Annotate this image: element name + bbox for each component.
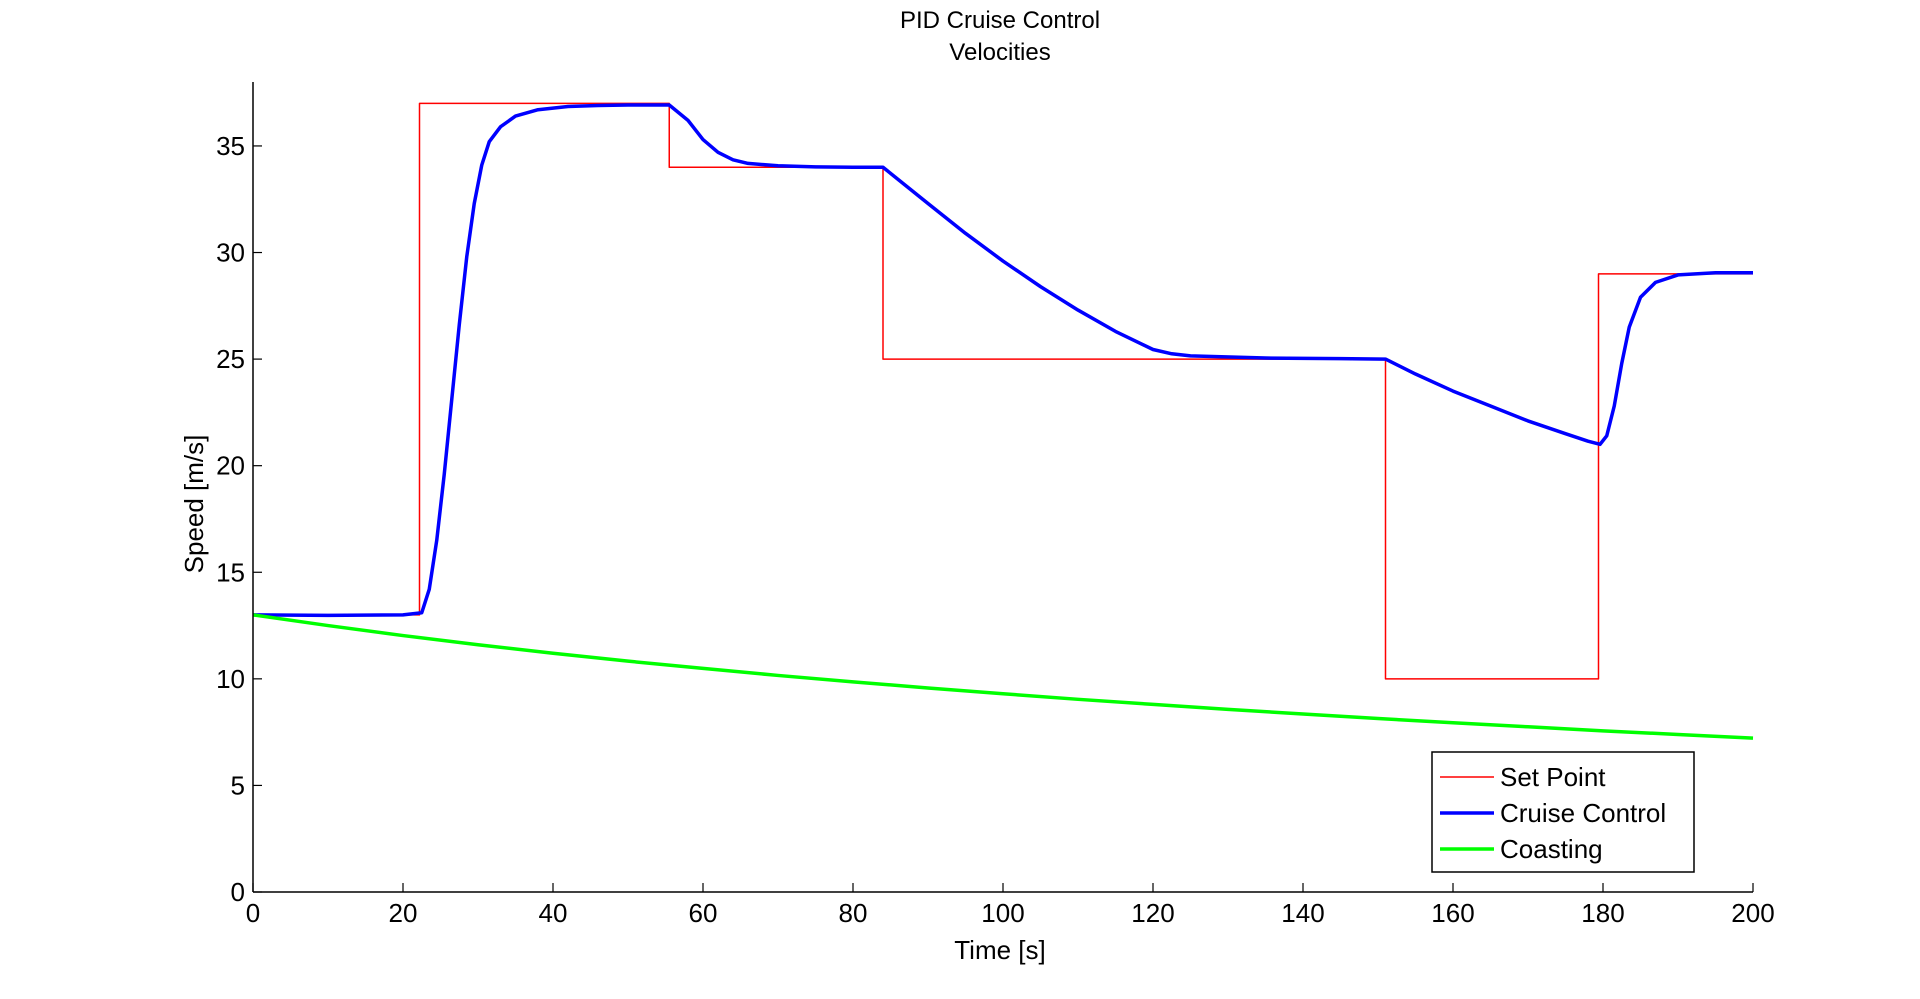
axes-layer: 0 20 40 60 80 100 120 140 160 180 200 0 5 10 15 20 25 30 3… <box>216 82 1775 928</box>
chart-title-line-1: PID Cruise Control <box>900 7 1100 34</box>
x-axis-label: Time [s] <box>954 935 1045 965</box>
y-tick-label: 30 <box>216 238 245 268</box>
legend-label-cruise-control: Cruise Control <box>1500 798 1666 828</box>
y-tick-label: 0 <box>231 877 245 907</box>
series-layer <box>252 102 1754 740</box>
x-tick-label: 40 <box>539 898 568 928</box>
series-line-coasting <box>252 613 1754 740</box>
x-tick-label: 60 <box>689 898 718 928</box>
series-line-set-point <box>253 102 1753 680</box>
y-tick-label: 35 <box>216 131 245 161</box>
x-tick-label: 200 <box>1731 898 1774 928</box>
legend: Set Point Cruise Control Coasting <box>1431 751 1695 873</box>
y-axis-label: Speed [m/s] <box>179 435 209 574</box>
x-tick-label: 160 <box>1431 898 1474 928</box>
y-tick-label: 25 <box>216 344 245 374</box>
x-tick-label: 100 <box>981 898 1024 928</box>
x-tick-label: 140 <box>1281 898 1324 928</box>
legend-label-coasting: Coasting <box>1500 834 1603 864</box>
x-tick-label: 180 <box>1581 898 1624 928</box>
y-tick-label: 15 <box>216 557 245 587</box>
x-tick-label: 120 <box>1131 898 1174 928</box>
y-tick-label: 10 <box>216 664 245 694</box>
legend-label-set-point: Set Point <box>1500 762 1606 792</box>
series-line-cruise-control <box>252 103 1753 618</box>
x-tick-label: 20 <box>389 898 418 928</box>
x-tick-label: 0 <box>246 898 260 928</box>
x-tick-label: 80 <box>839 898 868 928</box>
chart-title-line-2: Velocities <box>949 39 1050 66</box>
y-tick-label: 5 <box>231 770 245 800</box>
y-tick-label: 20 <box>216 451 245 481</box>
